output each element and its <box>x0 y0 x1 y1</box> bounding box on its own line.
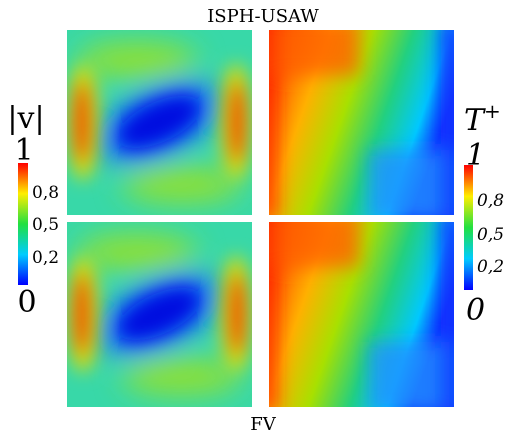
tick-label: 0 <box>466 293 485 328</box>
tick-label: 0,8 <box>477 191 504 211</box>
colorbar <box>464 165 473 290</box>
tick-label: 0,2 <box>32 248 59 268</box>
velocity-field <box>67 222 252 407</box>
tick-label: 1 <box>466 138 485 173</box>
label-base: T <box>464 103 486 138</box>
tick-label: 0,5 <box>477 225 504 245</box>
title: ISPH-USAW <box>207 6 319 27</box>
temperature-field <box>259 212 469 412</box>
bottom-label: FV <box>250 414 276 435</box>
colorbar-label: |v| <box>7 101 44 136</box>
tick-label: 0,5 <box>32 215 59 235</box>
colorbar-label: T+ <box>464 99 501 138</box>
tick-label: 0,8 <box>32 183 59 203</box>
temperature-field <box>259 20 469 220</box>
tick-label: 0,2 <box>477 257 504 277</box>
label-sup: + <box>484 99 501 123</box>
velocity-field <box>67 30 252 215</box>
tick-label: 1 <box>14 133 33 168</box>
colorbar <box>18 163 28 285</box>
tick-label: 0 <box>17 285 36 320</box>
